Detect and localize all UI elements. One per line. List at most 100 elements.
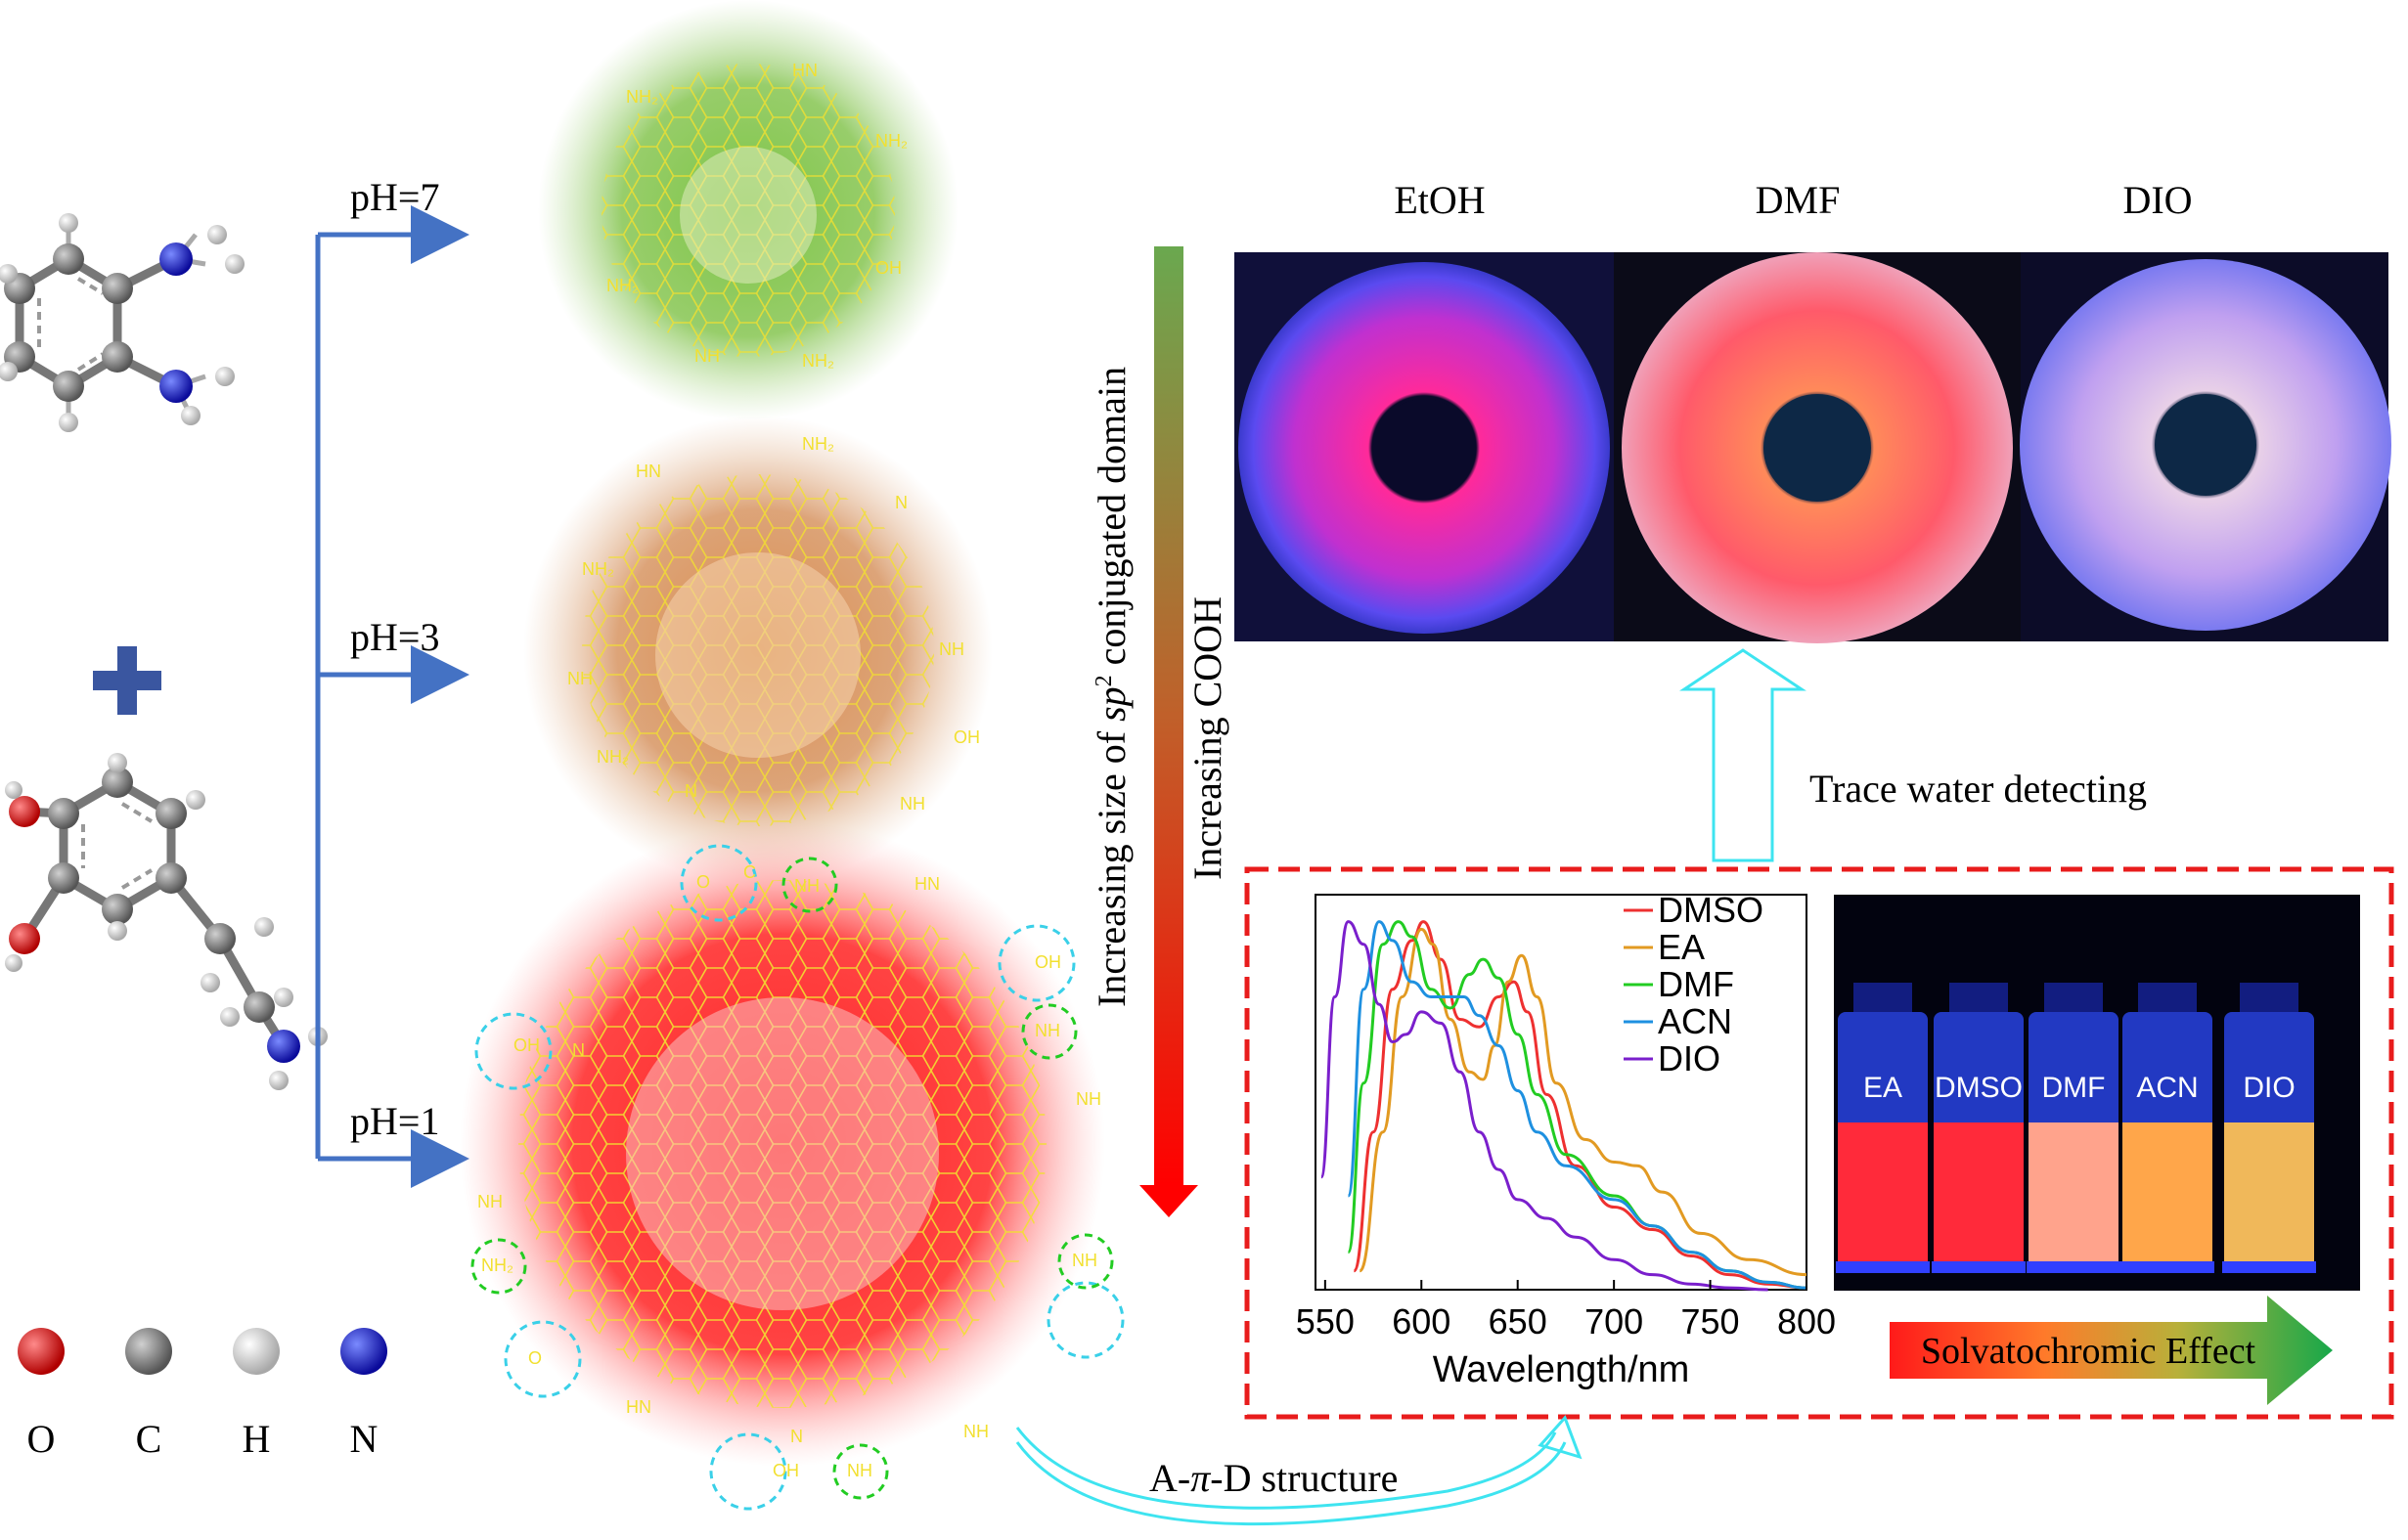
vial-label: DMSO (1935, 1072, 2023, 1104)
ph1-oh-left: OH (513, 1035, 540, 1055)
vial-acn: ACN (2120, 983, 2214, 1273)
vial-dio: DIO (2222, 983, 2316, 1273)
ph7-nh2-left: NH₂ (606, 276, 639, 295)
photo-etoh (1234, 252, 1614, 641)
vial-ea: EA (1836, 983, 1930, 1273)
solvatochromic-arrow: Solvatochromic Effect (1890, 1296, 2333, 1405)
ph1-nh-top: NH (794, 876, 820, 896)
photo-dmf (1614, 252, 2021, 643)
ph1-label: pH=1 (350, 1099, 439, 1143)
ph7-nh2-top-left: NH₂ (626, 87, 658, 107)
solvatochromic-label: Solvatochromic Effect (1921, 1331, 2256, 1372)
legend-label-acn: ACN (1658, 1001, 1732, 1041)
vial-cap (2240, 983, 2298, 1012)
vial-cap (1853, 983, 1912, 1012)
vial-liquid (1838, 1122, 1928, 1264)
carbon-dot-ph7: NH₂ HN NH₂ NH₂ OH NH NH₂ (538, 0, 959, 420)
ph7-nh2-bottom: NH₂ (802, 351, 834, 371)
vials-photo: EA DMSO DMF ACN DIO (1834, 895, 2360, 1291)
ph1-nh-right3: NH (1072, 1251, 1097, 1270)
ph1-o-bottom-left: O (528, 1348, 542, 1368)
vial-cap (2044, 983, 2103, 1012)
cooh-label: Increasing COOH (1185, 596, 1229, 880)
sp2-domain-label: Increasing size of sp2 conjugated domain (1090, 367, 1134, 1007)
photo-dio (2020, 252, 2391, 641)
vial-label: ACN (2136, 1072, 2198, 1104)
a-pi-d-arrow (1015, 1415, 1583, 1526)
ph3-label: pH=3 (350, 615, 439, 659)
ph3-nh-left: NH (567, 669, 593, 688)
atom-legend-n: N (340, 1328, 387, 1461)
ph7-nh-bottom: NH (694, 346, 720, 366)
vial-base (2222, 1261, 2316, 1273)
atom-legend-o: O (18, 1328, 65, 1461)
ph3-nh2-top: NH₂ (802, 434, 834, 454)
atom-n-label: N (350, 1417, 379, 1461)
ph1-nh-left2: NH (477, 1192, 503, 1211)
ph1-nh2-left: NH₂ (481, 1255, 513, 1275)
ph3-n-right: N (895, 493, 908, 512)
atom-o-label: O (27, 1417, 56, 1461)
series-line-dmf (1346, 920, 1807, 1290)
x-tick-label: 800 (1777, 1301, 1836, 1342)
ph3-oh: OH (954, 727, 980, 747)
ph1-nh-right2: NH (1076, 1089, 1101, 1109)
solvent-title-dmf: DMF (1756, 178, 1841, 222)
vial-liquid (2029, 1122, 2118, 1264)
vial-liquid (1934, 1122, 2024, 1264)
ph7-hn-top: HN (792, 61, 818, 80)
ph1-oh-bottom: OH (773, 1461, 799, 1480)
trace-water-label: Trace water detecting (1809, 767, 2147, 811)
atom-legend: O C H N (18, 1328, 387, 1461)
ph3-nh2-bottom: NH₂ (597, 747, 629, 767)
ph3-nh-right: NH (939, 639, 964, 659)
legend-label-ea: EA (1658, 927, 1705, 967)
legend-label-dio: DIO (1658, 1038, 1720, 1078)
vial-cap (1949, 983, 2008, 1012)
vial-label: DIO (2243, 1072, 2295, 1104)
vial-liquid (2224, 1122, 2314, 1264)
ph3-n-bottom: N (685, 781, 697, 801)
series-line-dmso (1352, 920, 1807, 1290)
ph1-c-top: C (743, 862, 756, 882)
chart-xlabel: Wavelength/nm (1433, 1349, 1690, 1390)
vial-base (1836, 1261, 1930, 1273)
vial-label: DMF (2042, 1072, 2106, 1104)
series-line-dio (1319, 920, 1768, 1292)
ph-branch-lines (315, 205, 469, 1188)
x-tick-label: 550 (1296, 1301, 1355, 1342)
vial-label: EA (1863, 1072, 1902, 1104)
a-pi-d-label: A-π-D structure (1149, 1456, 1398, 1500)
ph3-nh-bottom: NH (900, 794, 925, 814)
legend-label-dmf: DMF (1658, 964, 1734, 1004)
chart-frame (1315, 894, 1807, 1291)
x-tick-label: 600 (1392, 1301, 1450, 1342)
series-line-acn (1346, 920, 1807, 1290)
carbon-dot-ph3: HN NH₂ N NH₂ NH NH OH NH₂ N NH (523, 416, 993, 885)
ph7-nh2-right: NH₂ (875, 131, 908, 151)
ph1-hn-top: HN (914, 874, 940, 894)
ph7-label: pH=7 (350, 175, 439, 219)
gradient-arrow (1139, 246, 1198, 1217)
plus-sign (93, 646, 161, 715)
solvent-title-etoh: EtOH (1394, 178, 1485, 222)
solvent-title-dio: DIO (2122, 178, 2192, 222)
x-tick-label: 650 (1489, 1301, 1547, 1342)
o-phenylenediamine-molecule (0, 213, 245, 432)
series-line-ea (1358, 927, 1807, 1277)
ph1-o-top: O (696, 872, 710, 892)
ph1-n-bottom: N (790, 1427, 803, 1446)
x-tick-label: 700 (1584, 1301, 1643, 1342)
vial-liquid (2122, 1122, 2212, 1264)
vial-dmso: DMSO (1932, 983, 2026, 1273)
dopamine-molecule (5, 753, 328, 1090)
ph3-hn: HN (636, 462, 661, 481)
ph1-nh-right: NH (1035, 1021, 1060, 1040)
ph1-oh-right: OH (1035, 952, 1061, 972)
solvatochromic-panel (1244, 866, 2394, 1420)
atom-h-label: H (243, 1417, 271, 1461)
trace-water-arrow (1679, 648, 1806, 862)
ph1-n-left: N (572, 1040, 585, 1060)
